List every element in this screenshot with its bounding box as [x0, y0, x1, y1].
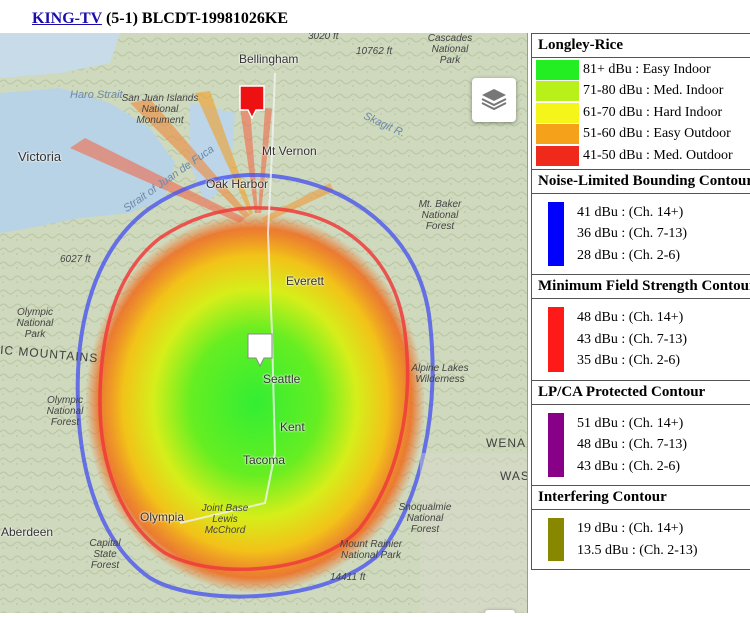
northern-water	[0, 33, 120, 78]
contour-item: 13.5 dBu : (Ch. 2-13)	[577, 542, 698, 558]
color-swatch	[536, 59, 579, 80]
label-haro: Haro Strait	[70, 89, 123, 101]
city-tacoma: Tacoma	[243, 453, 286, 467]
color-swatch	[536, 81, 579, 102]
longley-rice-row: 71-80 dBu : Med. Indoor	[532, 81, 750, 103]
color-swatch	[536, 102, 579, 123]
contour-item: 36 dBu : (Ch. 7-13)	[577, 226, 688, 241]
contour-item: 19 dBu : (Ch. 14+)	[577, 521, 684, 536]
city-oak-harbor: Oak Harbor	[206, 177, 269, 191]
longley-rice-section: Longley-Rice 81+ dBu : Easy Indoor 71-80 …	[531, 33, 750, 170]
label-snoqualmie: Snoqualmie National Forest	[398, 502, 452, 535]
contour-color-bar	[548, 201, 564, 266]
contour-section: Noise-Limited Bounding Contour 41 dBu : (…	[531, 169, 750, 275]
strait-water	[0, 88, 175, 233]
label-wena: WENA	[486, 436, 526, 450]
contour-item: 35 dBu : (Ch. 2-6)	[577, 353, 681, 368]
layers-button[interactable]	[472, 78, 516, 122]
layers-icon	[481, 89, 507, 111]
city-everett: Everett	[286, 274, 325, 288]
contour-item: 28 dBu : (Ch. 2-6)	[577, 247, 681, 263]
coverage-map[interactable]: Bellingham Victoria Mt Vernon Oak Harbor…	[0, 33, 528, 613]
city-victoria: Victoria	[18, 149, 62, 164]
city-aberdeen: Aberdeen	[1, 525, 54, 539]
city-mt-vernon: Mt Vernon	[262, 144, 317, 158]
label-elev1: 3020 ft	[308, 33, 339, 42]
application-details: (5-1) BLCDT-19981026KE	[101, 10, 289, 27]
city-seattle: Seattle	[263, 372, 301, 386]
contour-title: LP/CA Protected Contour	[532, 381, 750, 405]
fullscreen-button[interactable]	[485, 610, 515, 613]
longley-rice-label: 61-70 dBu : Hard Indoor	[583, 104, 723, 120]
longley-rice-row: 51-60 dBu : Easy Outdoor	[532, 124, 750, 146]
map-base	[0, 33, 527, 613]
label-elev2: 10762 ft	[356, 46, 393, 57]
longley-rice-row: 81+ dBu : Easy Indoor	[532, 59, 750, 81]
label-rainier: Mount Rainier National Park	[339, 539, 403, 561]
label-jblm: Joint Base Lewis McChord	[201, 503, 249, 536]
label-olympic: Olympic National Park	[16, 307, 54, 340]
longley-rice-title: Longley-Rice	[532, 34, 750, 58]
station-marker-icon[interactable]	[247, 333, 273, 372]
label-san-juan: San Juan Islands National Monument	[121, 93, 199, 126]
contour-item: 51 dBu : (Ch. 14+)	[577, 415, 684, 431]
contour-section: Interfering Contour 19 dBu : (Ch. 14+) 13.…	[531, 486, 750, 570]
contour-item: 48 dBu : (Ch. 14+)	[577, 310, 684, 325]
contour-color-bar	[548, 518, 564, 561]
label-elev4: 14411 ft	[330, 572, 366, 583]
label-capital: Capital State Forest	[89, 538, 121, 571]
min-field-contour	[98, 206, 410, 572]
color-swatch	[536, 145, 579, 166]
noise-limited-contour	[75, 172, 435, 599]
contour-title: Interfering Contour	[532, 486, 750, 510]
coverage-area	[85, 213, 425, 593]
coverage-streaks	[70, 91, 334, 223]
call-sign-link[interactable]: KING-TV	[32, 10, 102, 27]
contour-item: 43 dBu : (Ch. 2-6)	[577, 458, 681, 474]
longley-rice-label: 41-50 dBu : Med. Outdoor	[583, 147, 733, 163]
legend-panel: Longley-Rice 81+ dBu : Easy Indoor 71-80 …	[531, 33, 750, 613]
label-cascades: Cascades National Park	[427, 33, 473, 66]
page-title: KING-TV (5-1) BLCDT-19981026KE	[32, 10, 288, 28]
label-was: WAS	[500, 469, 528, 483]
label-olympic-forest: Olympic National Forest	[46, 395, 84, 428]
contour-title: Minimum Field Strength Contour	[532, 275, 750, 299]
contour-color-bar	[548, 307, 564, 372]
contour-item: 41 dBu : (Ch. 14+)	[577, 204, 684, 220]
label-alpine: Alpine Lakes Wilderness	[411, 363, 469, 385]
contour-section: Minimum Field Strength Contour 48 dBu : (…	[531, 275, 750, 381]
color-swatch	[536, 124, 579, 145]
contour-title: Noise-Limited Bounding Contour	[532, 170, 750, 194]
tower-marker-icon[interactable]	[239, 85, 265, 124]
longley-rice-label: 71-80 dBu : Med. Indoor	[583, 83, 724, 99]
contour-item: 43 dBu : (Ch. 7-13)	[577, 331, 688, 347]
label-elev3: 6027 ft	[60, 254, 91, 265]
contour-item: 48 dBu : (Ch. 7-13)	[577, 437, 688, 452]
label-baker: Mt. Baker National Forest	[418, 199, 462, 232]
contour-color-bar	[548, 412, 564, 477]
longley-rice-label: 51-60 dBu : Easy Outdoor	[583, 126, 731, 142]
city-olympia: Olympia	[140, 510, 185, 524]
longley-rice-row: 61-70 dBu : Hard Indoor	[532, 102, 750, 124]
contour-section: LP/CA Protected Contour 51 dBu : (Ch. 14+…	[531, 380, 750, 486]
longley-rice-row: 41-50 dBu : Med. Outdoor	[532, 145, 750, 167]
city-bellingham: Bellingham	[239, 52, 299, 66]
longley-rice-label: 81+ dBu : Easy Indoor	[583, 61, 711, 77]
city-kent: Kent	[280, 420, 305, 434]
